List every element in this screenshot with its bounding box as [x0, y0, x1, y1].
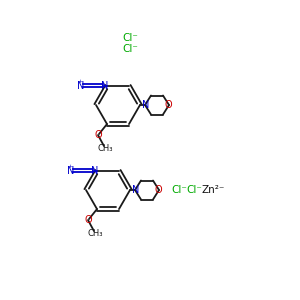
Text: +: + — [67, 164, 72, 169]
Text: +: + — [77, 79, 82, 84]
Text: N: N — [142, 100, 149, 110]
Text: O: O — [155, 185, 162, 195]
Text: Cl⁻: Cl⁻ — [122, 44, 138, 54]
Text: N: N — [132, 185, 139, 195]
Text: N: N — [101, 81, 109, 91]
Text: Cl⁻: Cl⁻ — [171, 185, 187, 195]
Text: Cl⁻: Cl⁻ — [186, 185, 202, 195]
Text: CH₃: CH₃ — [87, 229, 103, 238]
Text: N: N — [67, 166, 75, 176]
Text: Cl⁻: Cl⁻ — [122, 33, 138, 43]
Text: N: N — [77, 81, 85, 91]
Text: N: N — [91, 166, 99, 176]
Text: O: O — [94, 130, 102, 140]
Text: O: O — [84, 215, 92, 225]
Text: O: O — [165, 100, 172, 110]
Text: Zn²⁻: Zn²⁻ — [202, 185, 225, 195]
Text: CH₃: CH₃ — [97, 144, 113, 153]
